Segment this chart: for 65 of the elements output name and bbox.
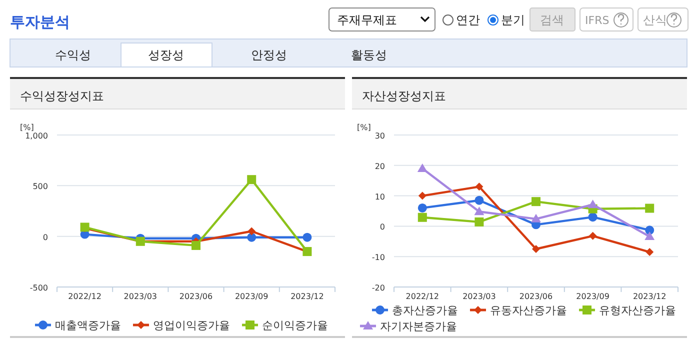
legend-label: 순이익증가율 [262, 319, 328, 332]
point [532, 197, 540, 206]
y-tick-label: -10 [372, 253, 385, 262]
x-tick-label: 2022/12 [68, 292, 102, 301]
point [418, 212, 427, 222]
point [247, 175, 256, 184]
y-axis-title: [%] [20, 123, 34, 132]
x-tick-label: 2023/09 [234, 292, 268, 301]
y-tick-label: 1,000 [25, 132, 48, 140]
y-tick-label: 0 [380, 222, 385, 232]
legend-label: 자기자본증가율 [380, 320, 457, 333]
x-tick-label: 2023/12 [632, 292, 666, 301]
text: 산식 [643, 13, 667, 27]
text: 안정성 [251, 48, 287, 62]
y-tick-label: 20 [374, 162, 385, 171]
y-tick-label: 0 [42, 232, 48, 242]
chart-title: 수익성장성지표 [20, 89, 104, 103]
legend-label: 총자산증가율 [392, 304, 458, 317]
y-tick-label: -20 [372, 284, 385, 292]
point [646, 248, 654, 256]
point [418, 192, 426, 200]
point [248, 227, 256, 236]
legend-label: 유동자산증가율 [490, 304, 567, 317]
point [588, 200, 598, 208]
y-tick-label: 30 [374, 132, 385, 140]
text: 검색 [540, 13, 564, 27]
point [645, 204, 654, 213]
text: 분기 [501, 13, 525, 27]
x-tick-label: 2023/06 [519, 292, 553, 301]
x-tick-label: 2023/09 [576, 292, 610, 301]
point [247, 232, 256, 242]
x-tick-label: 2023/12 [290, 292, 324, 301]
text: 연간 [456, 13, 480, 27]
x-tick-label: 2023/03 [462, 292, 496, 301]
text: 투자분석 [10, 13, 70, 31]
point [532, 245, 540, 253]
text: 수익성 [55, 48, 91, 62]
point [475, 182, 484, 191]
x-tick-label: 2022/12 [406, 292, 440, 301]
point [474, 206, 484, 216]
point [474, 196, 484, 205]
y-tick-label: 10 [374, 192, 385, 202]
legend-label: 영업이익증가율 [153, 319, 230, 332]
text: IFRS [585, 14, 610, 27]
text: 활동성 [351, 48, 387, 62]
y-tick-label: 500 [32, 182, 48, 192]
point [588, 212, 598, 222]
point [418, 203, 427, 212]
point [417, 163, 428, 172]
point [644, 232, 655, 240]
legend-label: 매출액증가율 [55, 319, 121, 332]
chart-title: 자산성장성지표 [362, 89, 446, 103]
point [192, 240, 200, 250]
point [474, 217, 484, 226]
x-tick-label: 2023/03 [124, 292, 158, 301]
text: 성장성 [148, 48, 184, 62]
y-axis-title: [%] [357, 123, 371, 132]
text: 주재무제표 [337, 13, 397, 27]
point [645, 226, 654, 235]
y-tick-label: -500 [30, 284, 48, 292]
point [531, 214, 541, 222]
x-tick-label: 2023/06 [179, 292, 213, 301]
point [588, 232, 597, 240]
legend-label: 유형자산증가율 [599, 304, 676, 317]
point [302, 232, 312, 242]
